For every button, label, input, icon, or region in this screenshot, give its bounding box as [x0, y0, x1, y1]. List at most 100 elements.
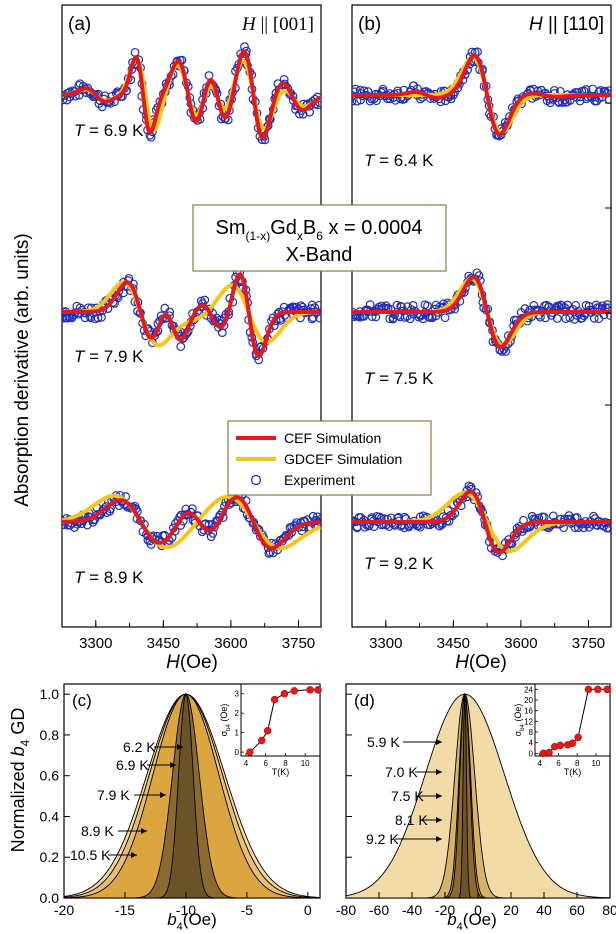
inset-y-tick-label: 24	[524, 685, 533, 694]
inset-x-label: T(K)	[564, 767, 582, 777]
experiment-point	[287, 527, 297, 537]
x-tick-label: 3750	[572, 635, 605, 652]
experiment-point	[130, 47, 140, 57]
experiment-point	[204, 519, 214, 529]
cef-curve	[62, 49, 321, 140]
distribution-label: 6.2 K	[123, 739, 156, 755]
distribution-label: 7.9 K	[97, 787, 130, 803]
distribution-label: 6.9 K	[116, 757, 149, 773]
x-tick-label: 0	[304, 902, 312, 918]
top-axes: 3300 3450 3600 3750 3300 3450 3600 3750	[61, 102, 611, 652]
experiment-point	[604, 523, 611, 533]
inset-point	[290, 687, 299, 695]
inset-x-tick-label: 6	[263, 759, 268, 768]
cef-curve	[352, 489, 611, 555]
experiment-point	[408, 301, 418, 310]
experiment-points--7.5-K	[352, 268, 611, 356]
inset-x-tick-label: 4	[244, 759, 249, 768]
distribution-label: 9.2 K	[366, 831, 399, 847]
x-tick-label: 3300	[369, 635, 402, 652]
experiment-point	[589, 511, 599, 521]
inset-x-tick-label: 4	[537, 759, 542, 768]
distribution-label: 7.0 K	[385, 764, 418, 780]
inset-point	[594, 685, 602, 694]
inset-x-tick-label: 10	[301, 759, 310, 768]
sample-box	[192, 204, 447, 272]
x-tick-label: 3600	[214, 635, 247, 652]
inset-y-tick-label: 4	[529, 739, 534, 748]
inset-x-tick-label: 8	[283, 759, 288, 768]
panel-label: (d)	[354, 691, 375, 710]
panel-a-field: H || [001]	[241, 14, 314, 35]
distribution-6-2-K	[64, 693, 320, 899]
temperature-label: T = 8.9 K	[74, 568, 144, 587]
experiment-point	[423, 301, 432, 311]
inset-point	[258, 736, 266, 745]
experiment-point	[501, 347, 511, 356]
temperature-label: T = 9.2 K	[364, 554, 434, 573]
inset-x-tick-label: 10	[591, 759, 600, 768]
experiment-point	[365, 300, 375, 310]
inset-point	[263, 727, 272, 735]
inset-y-tick-label: 1	[235, 729, 240, 738]
panel-b-x-label: H(Oe)	[455, 652, 507, 673]
x-tick-label: -15	[115, 902, 135, 918]
cef-curve	[62, 495, 321, 551]
panel-a-plot	[62, 42, 321, 558]
cef-curve	[62, 272, 321, 358]
experiment-point	[602, 523, 611, 533]
y-tick-label: 0.0	[40, 890, 60, 906]
distribution-9-2-K	[345, 693, 611, 899]
experiment-point	[97, 312, 106, 322]
experiment-point	[558, 98, 567, 107]
inset-x-label: T(K)	[272, 767, 290, 777]
panel-a-x-label: H(Oe)	[166, 652, 218, 673]
label-arrowhead	[177, 744, 183, 750]
x-tick-label: 20	[503, 902, 519, 918]
experiment-point	[602, 300, 611, 309]
inset-x-tick-label: 8	[575, 759, 580, 768]
experiment-point	[577, 313, 587, 323]
top-y-axis-label: Absorption derivative (arb. units)	[12, 233, 33, 507]
x-tick-label: -20	[435, 902, 455, 918]
temperature-label: T = 6.9 K	[74, 121, 144, 140]
experiment-point	[315, 313, 321, 323]
inset-y-label: σb4 (Oe)	[219, 704, 232, 737]
x-tick-label: -80	[336, 902, 356, 918]
x-tick-label: 3300	[79, 635, 112, 652]
x-tick-label: 3450	[147, 635, 180, 652]
inset-point	[584, 685, 593, 694]
x-tick-label: -60	[369, 902, 389, 918]
experiment-point	[176, 342, 186, 351]
experiment-point	[352, 96, 362, 106]
inset-point	[603, 685, 611, 694]
inset-y-tick-label: 8	[529, 728, 534, 737]
experiment-point	[296, 301, 306, 311]
panel-c-x-label: b4(Oe)	[167, 910, 217, 933]
x-tick-label: 0	[474, 902, 482, 918]
label-arrowhead	[436, 769, 442, 775]
temperature-labels: T = 6.9 K T = 7.9 K T = 8.9 K T = 6.4 K T = …	[74, 121, 434, 587]
sample-formula: Sm(1-x)GdxB6 x = 0.0004	[216, 217, 423, 243]
inset-point	[314, 686, 322, 694]
panel-d-x-label: b4(Oe)	[447, 910, 497, 933]
label-arrowhead	[436, 817, 442, 823]
label-arrowhead	[170, 762, 176, 768]
inset-point	[568, 739, 577, 747]
experiment-point	[592, 96, 602, 106]
panel-b-label: (b)	[358, 14, 381, 35]
inset-y-tick-label: 2	[235, 709, 240, 718]
panel-d: -80 -60 -40 -20 0 20 40 60 805.9 K7.0 K7.5 K8.1 …	[336, 683, 616, 918]
temperature-label: T = 6.4 K	[364, 151, 434, 170]
legend-label: Experiment	[284, 472, 355, 488]
inset-point	[545, 748, 553, 757]
x-tick-label: -10	[176, 902, 196, 918]
inset-point	[270, 695, 279, 704]
legend-label: CEF Simulation	[284, 430, 381, 446]
x-tick-label: 60	[569, 902, 585, 918]
bottom-y-axis-label: Normalized b4 GD	[8, 708, 32, 853]
inset-point	[246, 748, 254, 756]
experiment-point	[440, 313, 450, 323]
cef-curve	[352, 53, 611, 137]
experiment-point	[575, 96, 585, 106]
